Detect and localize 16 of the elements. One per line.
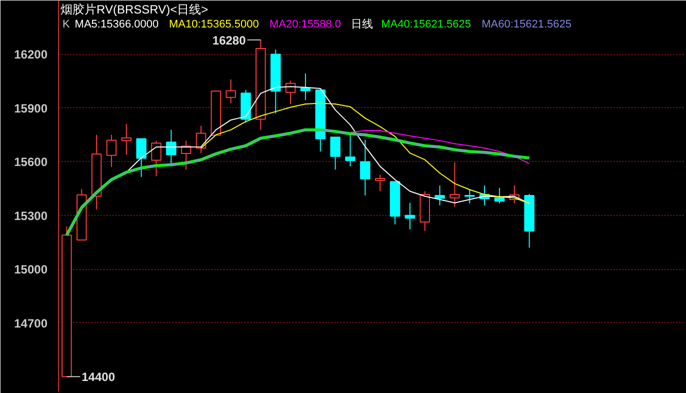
annotation: K: [62, 18, 70, 30]
annotation: 16280: [212, 33, 246, 48]
y-tick-label: 16200: [14, 48, 48, 62]
text: MA40:15621.5625: [381, 18, 472, 30]
y-tick-label: 15300: [14, 208, 48, 223]
text: MA10:15365.5000: [169, 18, 259, 30]
chart-title: 烟胶片RV(BRSSRV)<日线>: [60, 2, 208, 16]
annotation: 14400: [82, 370, 116, 384]
y-tick-label: 15600: [14, 155, 48, 170]
y-tick-label: 15900: [14, 101, 48, 116]
y-tick-label: 15000: [14, 262, 48, 277]
text: MA60:15621.5625: [482, 18, 572, 30]
y-tick-label: 14700: [14, 316, 48, 330]
annotation: 日线: [351, 18, 374, 30]
text: MA5:15366.0000: [74, 18, 159, 30]
text: MA20:15588.0: [270, 18, 342, 30]
